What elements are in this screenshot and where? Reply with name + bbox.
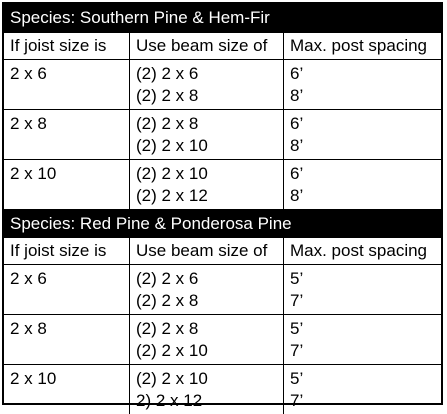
post-spacing: 6’ xyxy=(290,164,304,183)
post-spacing: 5’ xyxy=(290,369,304,388)
joist-size: 2 x 10 xyxy=(10,369,57,388)
post-spacings: 5’ 7’ xyxy=(283,265,441,314)
joist-size: 2 x 6 xyxy=(10,64,47,83)
beam-sizes: (2) 2 x 8 (2) 2 x 10 xyxy=(129,110,283,159)
post-spacing: 7’ xyxy=(290,341,304,360)
table-row: 2 x 10 (2) 2 x 10 (2) 2 x 12 6’ 8’ xyxy=(4,159,441,209)
beam-sizes: (2) 2 x 8 (2) 2 x 10 xyxy=(129,315,283,364)
beam-size: (2) 2 x 6 xyxy=(136,269,199,288)
beam-sizes: (2) 2 x 6 (2) 2 x 8 xyxy=(129,265,283,314)
column-header-joist: If joist size is xyxy=(10,241,107,260)
table-row: 2 x 6 (2) 2 x 6 (2) 2 x 8 5’ 7’ xyxy=(4,264,441,314)
beam-size: (2) 2 x 6 xyxy=(136,64,199,83)
beam-size: 2) 2 x 12 xyxy=(136,391,203,410)
species-section: Species: Southern Pine & Hem-Fir If jois… xyxy=(4,4,441,209)
column-header-row: If joist size is Use beam size of Max. p… xyxy=(4,237,441,264)
table-row: 2 x 8 (2) 2 x 8 (2) 2 x 10 6’ 8’ xyxy=(4,109,441,159)
beam-size: (2) 2 x 8 xyxy=(136,114,199,133)
beam-size: (2) 2 x 8 xyxy=(136,86,199,105)
joist-size: 2 x 8 xyxy=(10,114,47,133)
species-heading: Species: Red Pine & Ponderosa Pine xyxy=(4,209,441,237)
table-row: 2 x 10 (2) 2 x 10 2) 2 x 12 5’ 7’ xyxy=(4,364,441,414)
post-spacing: 8’ xyxy=(290,136,304,155)
post-spacings: 5’ 7’ xyxy=(283,365,441,414)
column-header-beam: Use beam size of xyxy=(129,33,283,59)
post-spacings: 6’ 8’ xyxy=(283,160,441,209)
column-header-beam: Use beam size of xyxy=(129,238,283,264)
beam-size: (2) 2 x 10 xyxy=(136,136,208,155)
table-row: 2 x 8 (2) 2 x 8 (2) 2 x 10 5’ 7’ xyxy=(4,314,441,364)
post-spacing: 6’ xyxy=(290,64,304,83)
beam-sizes: (2) 2 x 10 2) 2 x 12 xyxy=(129,365,283,414)
post-spacings: 6’ 8’ xyxy=(283,110,441,159)
joist-size: 2 x 6 xyxy=(10,269,47,288)
column-header-spacing: Max. post spacing xyxy=(283,33,441,59)
species-heading: Species: Southern Pine & Hem-Fir xyxy=(4,4,441,32)
beam-size: (2) 2 x 8 xyxy=(136,319,199,338)
beam-sizes: (2) 2 x 10 (2) 2 x 12 xyxy=(129,160,283,209)
species-section: Species: Red Pine & Ponderosa Pine If jo… xyxy=(4,209,441,414)
column-header-spacing: Max. post spacing xyxy=(283,238,441,264)
column-header-joist: If joist size is xyxy=(10,36,107,55)
beam-sizes: (2) 2 x 6 (2) 2 x 8 xyxy=(129,60,283,109)
post-spacing: 5’ xyxy=(290,319,304,338)
column-header-row: If joist size is Use beam size of Max. p… xyxy=(4,32,441,59)
beam-size: (2) 2 x 8 xyxy=(136,291,199,310)
post-spacing: 8’ xyxy=(290,186,304,205)
post-spacings: 5’ 7’ xyxy=(283,315,441,364)
beam-size: (2) 2 x 10 xyxy=(136,369,208,388)
post-spacing: 7’ xyxy=(290,391,304,410)
beam-size: (2) 2 x 10 xyxy=(136,341,208,360)
beam-size: (2) 2 x 10 xyxy=(136,164,208,183)
post-spacing: 8’ xyxy=(290,86,304,105)
post-spacing: 5’ xyxy=(290,269,304,288)
post-spacings: 6’ 8’ xyxy=(283,60,441,109)
joist-size: 2 x 8 xyxy=(10,319,47,338)
post-spacing: 6’ xyxy=(290,114,304,133)
table-row: 2 x 6 (2) 2 x 6 (2) 2 x 8 6’ 8’ xyxy=(4,59,441,109)
joist-size: 2 x 10 xyxy=(10,164,57,183)
beam-size: (2) 2 x 12 xyxy=(136,186,208,205)
post-spacing: 7’ xyxy=(290,291,304,310)
